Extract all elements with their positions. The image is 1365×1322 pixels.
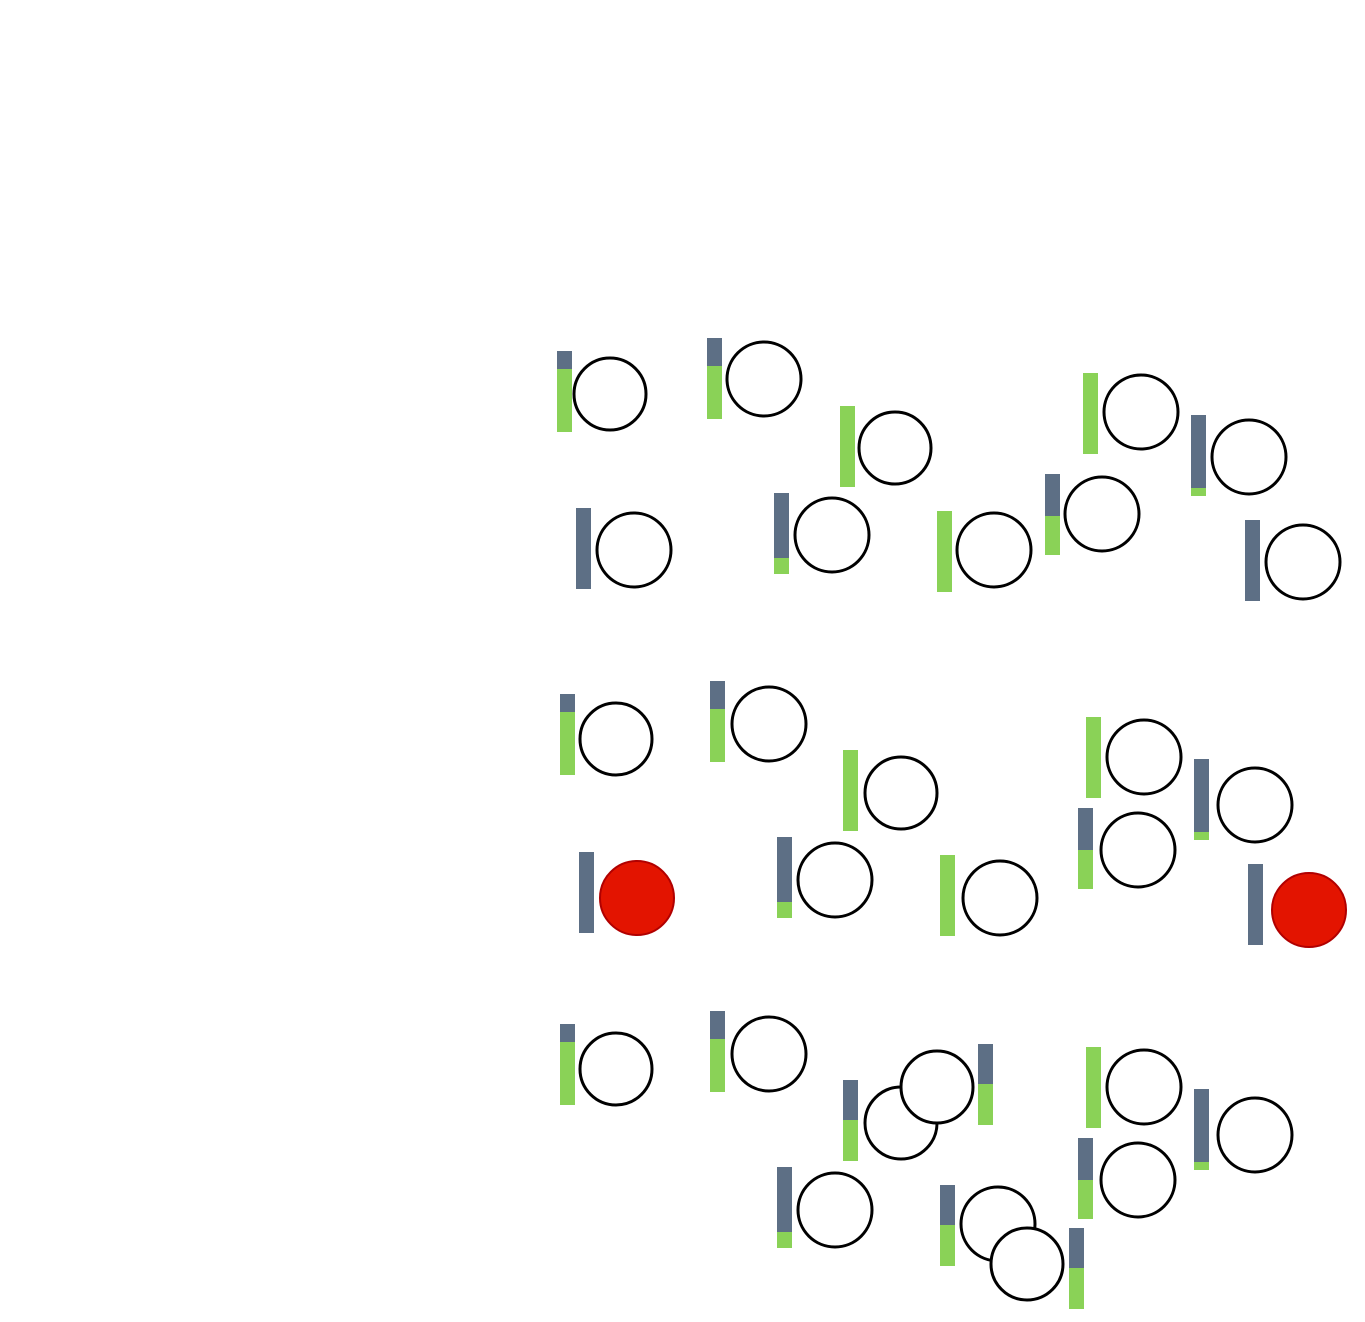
unit-bar-fill [1191,488,1206,496]
unit[interactable] [1045,474,1141,555]
unit[interactable] [1083,373,1180,454]
unit-circle[interactable] [989,1226,1065,1302]
unit-bar-fill [1194,832,1209,840]
unit-bar-fill [843,1120,858,1161]
unit-bar-fill [560,712,575,775]
unit[interactable] [1248,864,1347,948]
unit[interactable] [940,855,1039,937]
unit-bar-fill [774,558,789,574]
unit-circle[interactable] [1105,718,1183,796]
unit-bar-fill [557,369,572,432]
unit-bar-fill [1069,1268,1084,1309]
unit-bar-empty [1191,415,1206,496]
unit-circle[interactable] [1216,766,1294,844]
unit-circle[interactable] [899,1049,975,1125]
unit[interactable] [707,338,803,419]
unit-bar-fill [1078,850,1093,889]
unit-circle[interactable] [1264,523,1342,601]
unit-bar-fill [978,1084,993,1125]
unit[interactable] [777,1167,874,1249]
unit-bar-fill [777,902,792,918]
unit[interactable] [1078,808,1177,889]
unit[interactable] [1194,1089,1294,1174]
unit-bar-fill [1078,1180,1093,1219]
unit[interactable] [840,406,933,487]
unit-bar-fill [1086,1047,1101,1128]
unit-circle[interactable] [1216,1096,1294,1174]
unit-circle[interactable] [955,511,1033,589]
unit-circle[interactable] [796,841,874,919]
unit-circle[interactable] [725,340,803,418]
unit-circle[interactable] [796,1171,874,1249]
unit-circle[interactable] [1099,811,1177,889]
unit-circle[interactable] [863,755,939,831]
unit-circle[interactable] [1102,373,1180,451]
unit-bar-fill [840,406,855,487]
unit[interactable] [1194,759,1294,844]
unit-circle[interactable] [1105,1048,1183,1126]
unit[interactable] [843,750,939,831]
unit-bar-fill [560,1042,575,1105]
unit[interactable] [1086,1047,1183,1128]
unit[interactable] [937,511,1033,592]
unit[interactable] [560,694,654,777]
unit[interactable] [710,681,808,763]
unit-bar-empty [777,837,792,918]
unit-bar-fill [777,1232,792,1248]
unit-circle[interactable] [793,496,871,574]
unit[interactable] [576,508,673,589]
unit-circle[interactable] [961,859,1039,937]
unit-circle[interactable] [572,356,648,432]
unit-circle[interactable] [1210,418,1288,496]
unit-bar-empty [579,852,594,933]
unit[interactable] [774,493,871,574]
unit-bar-fill [940,855,955,936]
unit-bar-fill [710,1039,725,1092]
unit-bar-empty [1194,759,1209,840]
unit-bar-empty [777,1167,792,1248]
unit-bar-empty [576,508,591,589]
unit-circle[interactable] [595,511,673,589]
unit[interactable] [560,1024,654,1107]
unit-bar-fill [1083,373,1098,454]
unit-bar-empty [1245,520,1260,601]
unit-circle[interactable] [578,1031,654,1107]
unit[interactable] [1191,415,1288,496]
unit-bar-empty [774,493,789,574]
unit-bar-fill [937,511,952,592]
unit[interactable] [899,1044,993,1125]
unit[interactable] [777,837,874,919]
unit-bar-fill [843,750,858,831]
unit[interactable] [1245,520,1342,601]
unit-circle-active[interactable] [1271,872,1347,948]
unit-circle[interactable] [857,410,933,486]
unit[interactable] [710,1011,808,1093]
unit-bar-fill [1086,717,1101,798]
unit-bar-fill [1045,516,1060,555]
unit-bar-fill [710,709,725,762]
unit-circle[interactable] [578,701,654,777]
unit-circle[interactable] [1063,475,1141,553]
unit-circle[interactable] [730,685,808,763]
unit-bar-empty [1248,864,1263,945]
unit[interactable] [557,351,648,432]
unit-bar-fill [1194,1162,1209,1170]
unit-circle[interactable] [1099,1141,1177,1219]
unit-circle[interactable] [730,1015,808,1093]
unit-bar-fill [707,366,722,419]
unit[interactable] [1086,717,1183,798]
unit[interactable] [579,852,675,936]
unit[interactable] [1078,1138,1177,1219]
unit[interactable] [989,1226,1084,1309]
unit-bar-fill [940,1225,955,1266]
unit-bar-empty [1194,1089,1209,1170]
unit-circle-active[interactable] [599,860,675,936]
